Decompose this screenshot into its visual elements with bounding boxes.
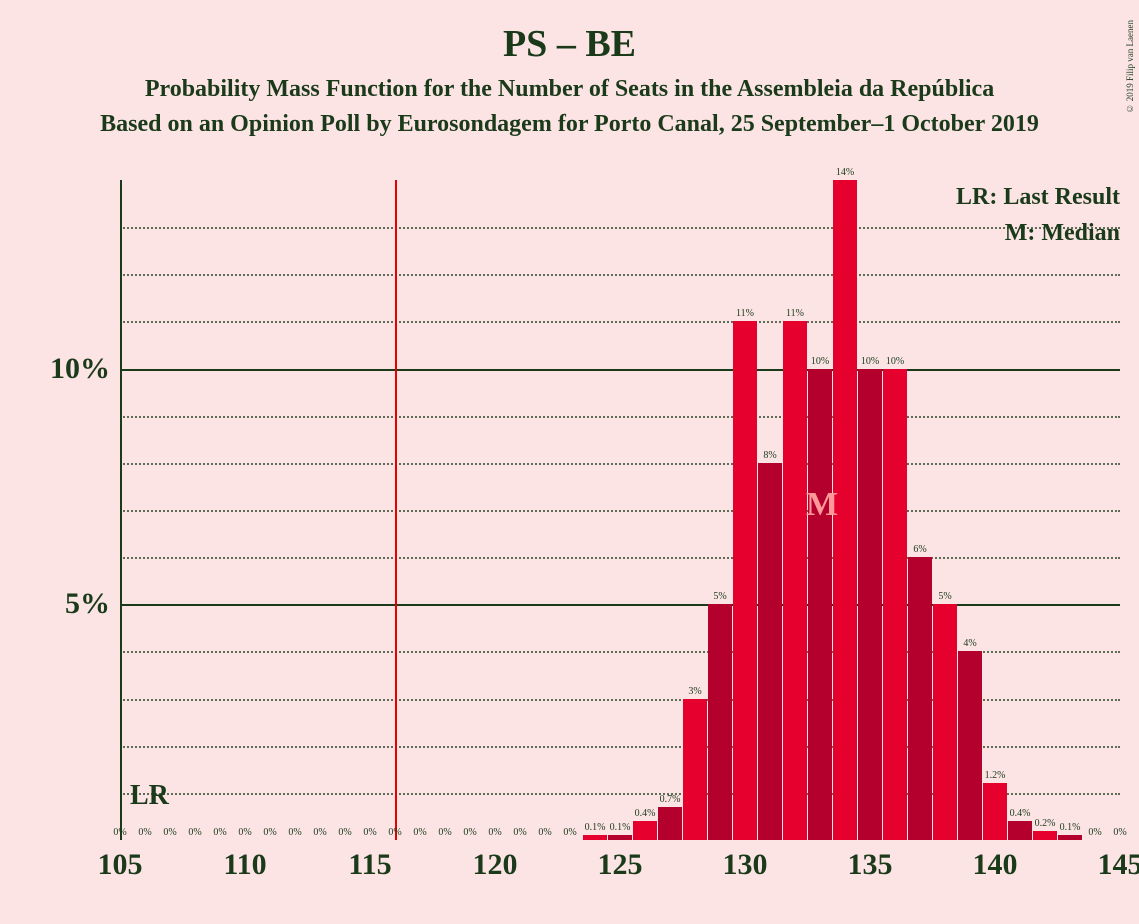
bar-value-label: 11%: [736, 308, 754, 319]
x-tick-label: 145: [1098, 848, 1139, 882]
bar-value-label: 6%: [913, 544, 926, 555]
y-tick-label: 5%: [10, 587, 110, 621]
bar: [983, 783, 1007, 840]
bar-value-label: 0%: [238, 827, 251, 838]
bar: [658, 807, 682, 840]
bar-value-label: 11%: [786, 308, 804, 319]
bar-value-label: 0%: [188, 827, 201, 838]
lr-label: LR: [130, 780, 169, 812]
x-tick-label: 120: [473, 848, 518, 882]
chart-title: PS – BE: [0, 0, 1139, 66]
x-tick-label: 110: [223, 848, 266, 882]
bar-value-label: 10%: [811, 356, 829, 367]
bar-value-label: 10%: [886, 356, 904, 367]
bar: [908, 557, 932, 840]
y-tick-label: 10%: [10, 352, 110, 386]
bar-value-label: 0.1%: [610, 822, 631, 833]
grid-major: [120, 604, 1120, 606]
bar-value-label: 4%: [963, 638, 976, 649]
bar: [633, 821, 657, 840]
x-tick-label: 140: [973, 848, 1018, 882]
chart-source: Based on an Opinion Poll by Eurosondagem…: [0, 103, 1139, 138]
bar-value-label: 0%: [538, 827, 551, 838]
grid-minor: [120, 463, 1120, 465]
bar-value-label: 0%: [1088, 827, 1101, 838]
bar-value-label: 14%: [836, 167, 854, 178]
plot-region: 5%10%1051101151201251301351401450%0%0%0%…: [120, 180, 1120, 840]
bar-value-label: 0%: [338, 827, 351, 838]
bar-value-label: 10%: [861, 356, 879, 367]
grid-minor: [120, 274, 1120, 276]
bar: [708, 604, 732, 840]
bar: [583, 835, 607, 840]
bar-value-label: 0.1%: [585, 822, 606, 833]
bar-value-label: 0%: [388, 827, 401, 838]
grid-major: [120, 369, 1120, 371]
bar-value-label: 0.2%: [1035, 818, 1056, 829]
grid-minor: [120, 321, 1120, 323]
bar-value-label: 0%: [313, 827, 326, 838]
x-tick-label: 130: [723, 848, 768, 882]
bar-value-label: 0%: [363, 827, 376, 838]
bar-value-label: 0%: [413, 827, 426, 838]
bar-value-label: 3%: [688, 686, 701, 697]
bar: [783, 321, 807, 840]
bar-value-label: 0%: [163, 827, 176, 838]
bar: [758, 463, 782, 840]
bar-value-label: 0%: [213, 827, 226, 838]
bar-value-label: 0%: [513, 827, 526, 838]
bar: [958, 651, 982, 840]
bar-value-label: 0%: [438, 827, 451, 838]
x-tick-label: 125: [598, 848, 643, 882]
bar: [1033, 831, 1057, 840]
bar-value-label: 0.7%: [660, 794, 681, 805]
bar: [933, 604, 957, 840]
bar: [858, 369, 882, 840]
chart-area: LR: Last Result M: Median 5%10%105110115…: [120, 180, 1120, 840]
bar: [1008, 821, 1032, 840]
bar-value-label: 8%: [763, 450, 776, 461]
copyright-text: © 2019 Filip van Laenen: [1125, 20, 1135, 113]
bar-value-label: 0.4%: [635, 808, 656, 819]
x-tick-label: 115: [348, 848, 391, 882]
bar-value-label: 0%: [288, 827, 301, 838]
grid-minor: [120, 227, 1120, 229]
bar-value-label: 0.1%: [1060, 822, 1081, 833]
grid-minor: [120, 557, 1120, 559]
bar-value-label: 5%: [938, 591, 951, 602]
bar-value-label: 0%: [563, 827, 576, 838]
bar: [808, 369, 832, 840]
bar-value-label: 0.4%: [1010, 808, 1031, 819]
bar-value-label: 1.2%: [985, 770, 1006, 781]
median-label: M: [806, 486, 838, 524]
x-tick-label: 105: [98, 848, 143, 882]
bar-value-label: 0%: [488, 827, 501, 838]
bar-value-label: 5%: [713, 591, 726, 602]
bar-value-label: 0%: [113, 827, 126, 838]
bar: [608, 835, 632, 840]
grid-minor: [120, 510, 1120, 512]
chart-subtitle: Probability Mass Function for the Number…: [0, 66, 1139, 103]
bar: [883, 369, 907, 840]
lr-line: [395, 180, 397, 840]
bar-value-label: 0%: [1113, 827, 1126, 838]
bar-value-label: 0%: [463, 827, 476, 838]
bar: [683, 699, 707, 840]
grid-minor: [120, 416, 1120, 418]
bar: [1058, 835, 1082, 840]
x-tick-label: 135: [848, 848, 893, 882]
bar: [733, 321, 757, 840]
bar-value-label: 0%: [138, 827, 151, 838]
bar-value-label: 0%: [263, 827, 276, 838]
